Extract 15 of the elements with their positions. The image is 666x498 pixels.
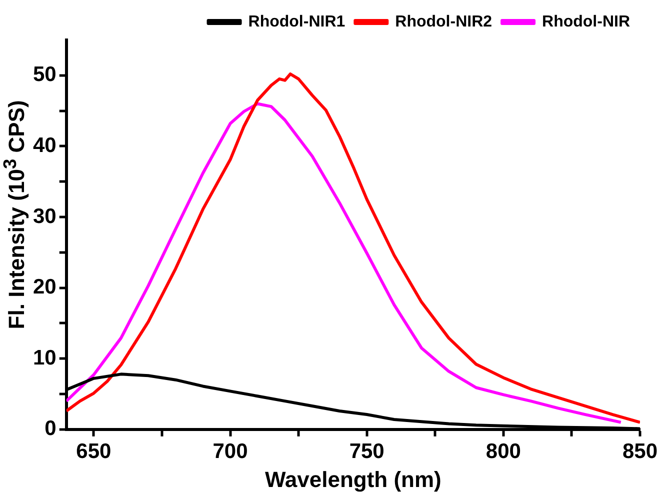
legend-label: Rhodol-NIR2 (395, 13, 492, 30)
x-tick-label: 650 (76, 440, 112, 463)
x-tick-label: 850 (622, 440, 658, 463)
x-tick-label: 750 (349, 440, 384, 463)
y-tick-label: 0 (44, 417, 56, 440)
x-tick-label: 800 (486, 440, 521, 463)
y-tick-label: 40 (33, 134, 56, 157)
y-tick-label: 30 (33, 204, 56, 228)
x-tick-label: 700 (212, 440, 248, 463)
y-tick-label: 10 (33, 346, 56, 370)
legend-label: Rhodol-NIR (542, 13, 630, 30)
y-tick-label: 20 (33, 276, 56, 299)
x-axis-title: Wavelength (nm) (264, 466, 442, 492)
y-tick-label: 50 (33, 63, 56, 86)
legend-label: Rhodol-NIR1 (248, 13, 346, 30)
